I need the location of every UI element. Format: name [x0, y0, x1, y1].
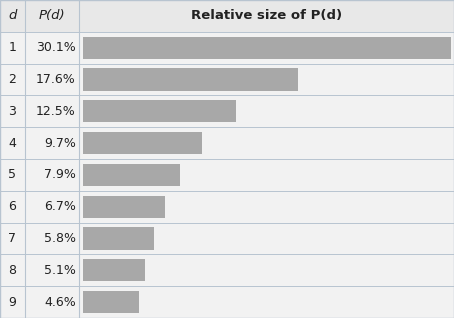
- Text: 2: 2: [9, 73, 16, 86]
- Text: 30.1%: 30.1%: [36, 41, 76, 54]
- Text: 8: 8: [9, 264, 16, 277]
- Bar: [0, 286, 454, 318]
- Bar: [0, 0, 454, 32]
- Bar: [83, 291, 139, 313]
- Text: 4: 4: [9, 137, 16, 149]
- Bar: [0, 32, 454, 64]
- Bar: [0, 127, 454, 159]
- Text: Relative size of P(d): Relative size of P(d): [191, 10, 342, 22]
- Bar: [83, 259, 145, 281]
- Bar: [0, 191, 454, 223]
- Text: 12.5%: 12.5%: [36, 105, 76, 118]
- Text: 7.9%: 7.9%: [44, 169, 76, 181]
- Bar: [83, 37, 451, 59]
- Text: 5.8%: 5.8%: [44, 232, 76, 245]
- Text: 6: 6: [9, 200, 16, 213]
- Text: d: d: [8, 10, 17, 22]
- Text: 4.6%: 4.6%: [44, 296, 76, 308]
- Bar: [83, 227, 154, 250]
- Text: 9.7%: 9.7%: [44, 137, 76, 149]
- Text: 5.1%: 5.1%: [44, 264, 76, 277]
- Text: 7: 7: [9, 232, 16, 245]
- Bar: [0, 223, 454, 254]
- Text: 9: 9: [9, 296, 16, 308]
- Text: P(d): P(d): [39, 10, 65, 22]
- Text: 5: 5: [9, 169, 16, 181]
- Bar: [83, 100, 236, 122]
- Text: 6.7%: 6.7%: [44, 200, 76, 213]
- Bar: [83, 68, 298, 91]
- Bar: [0, 95, 454, 127]
- Bar: [0, 64, 454, 95]
- Text: 1: 1: [9, 41, 16, 54]
- Bar: [0, 159, 454, 191]
- Bar: [0, 254, 454, 286]
- Bar: [83, 164, 180, 186]
- Text: 3: 3: [9, 105, 16, 118]
- Bar: [83, 196, 165, 218]
- Bar: [83, 132, 202, 154]
- Text: 17.6%: 17.6%: [36, 73, 76, 86]
